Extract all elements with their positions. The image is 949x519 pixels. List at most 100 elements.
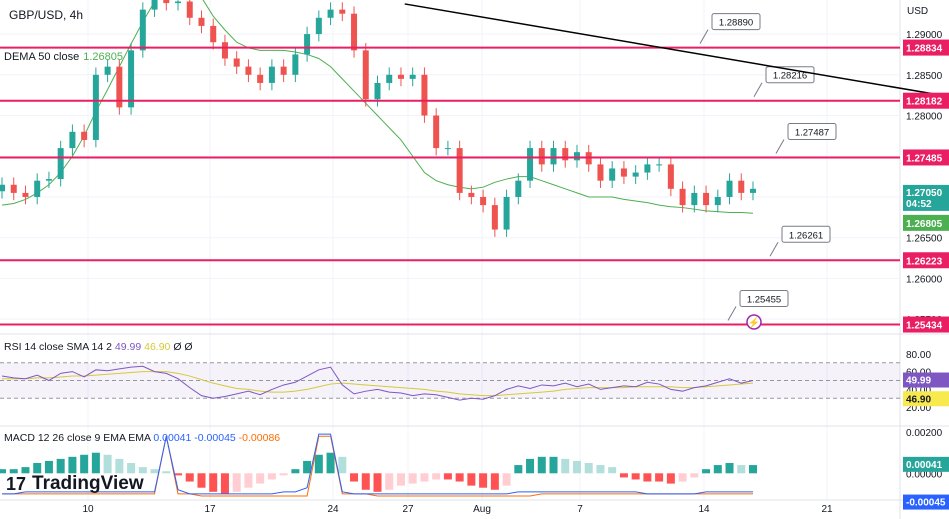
x-tick-label: 14 xyxy=(698,504,710,515)
candle-body xyxy=(703,192,710,206)
macd-histogram-bar xyxy=(373,473,382,492)
macd-histogram-bar xyxy=(608,467,617,474)
level-price-tag-text: 1.26223 xyxy=(906,256,943,267)
tradingview-wordmark: TradingView xyxy=(32,473,144,494)
macd-histogram-bar xyxy=(138,467,147,474)
callout-pointer xyxy=(753,82,763,97)
macd-histogram-bar xyxy=(162,471,171,474)
tradingview-logo: 17 TradingView xyxy=(6,473,144,495)
macd-histogram-bar xyxy=(0,469,6,474)
price-callout-box xyxy=(765,66,815,84)
candle-body xyxy=(421,74,428,116)
candle-body xyxy=(679,188,686,206)
macd-histogram-bar xyxy=(467,473,476,486)
macd-tick-label: 0.00200 xyxy=(906,428,943,439)
price-callout-text: 1.25455 xyxy=(747,295,781,306)
candle-body xyxy=(221,42,228,59)
dema-label: DEMA 50 close xyxy=(4,51,80,63)
current-price-text: 1.27050 xyxy=(906,188,943,199)
macd-histogram-bar xyxy=(666,473,675,484)
level-price-tag-text: 1.28182 xyxy=(906,97,943,108)
candle-body xyxy=(609,168,616,181)
candle-body xyxy=(374,82,381,100)
macd-histogram-bar xyxy=(56,458,65,474)
macd-histogram-bar xyxy=(479,473,488,488)
macd-histogram-bar xyxy=(619,473,628,478)
candle-body xyxy=(691,192,698,206)
candle-body xyxy=(456,148,463,193)
macd-signal-line xyxy=(2,435,753,497)
macd-label: MACD 12 26 close 9 EMA EMA xyxy=(4,432,151,444)
candle-body xyxy=(550,148,557,165)
macd-hist-tag xyxy=(903,456,949,472)
dema-line xyxy=(1,0,754,214)
macd-histogram-bar xyxy=(631,473,640,480)
candle-body xyxy=(280,66,287,75)
candle-body xyxy=(81,131,88,140)
macd-histogram-bar xyxy=(303,460,312,474)
macd-histogram-bar xyxy=(220,473,229,494)
macd-histogram-bar xyxy=(385,473,394,490)
dema-value: 1.26805 xyxy=(83,51,123,63)
candle-body xyxy=(515,180,522,197)
rsi-value-tag xyxy=(903,372,949,388)
macd-histogram-bar xyxy=(561,458,570,474)
macd-histogram-bar xyxy=(678,473,687,482)
y-tick-label: 1.28500 xyxy=(906,71,943,82)
macd-histogram-bar xyxy=(584,463,593,474)
candle-body xyxy=(644,164,651,173)
price-callout-box xyxy=(787,122,837,140)
candle-body xyxy=(69,131,76,149)
rsi-legend[interactable]: RSI 14 close SMA 14 2 49.99 46.90 Ø Ø xyxy=(4,341,193,353)
level-price-tag xyxy=(903,149,949,166)
level-price-tag-text: 1.27485 xyxy=(906,153,943,164)
macd-histogram-bar xyxy=(244,473,253,488)
candle-body xyxy=(667,164,674,189)
macd-histogram-bar xyxy=(103,454,112,474)
alert-lightning-icon xyxy=(746,314,762,330)
macd-histogram-bar xyxy=(396,473,405,486)
candle-body xyxy=(315,17,322,35)
alert-lightning-glyph: ⚡ xyxy=(748,316,760,329)
candle-body xyxy=(92,74,99,140)
candle-body xyxy=(738,180,745,193)
macd-histogram-bar xyxy=(44,460,53,474)
candle-body xyxy=(175,1,182,4)
macd-histogram-bar xyxy=(197,473,206,488)
macd-legend[interactable]: MACD 12 26 close 9 EMA EMA 0.00041 -0.00… xyxy=(4,432,280,444)
macd-line-tag xyxy=(903,494,949,510)
macd-line xyxy=(2,433,753,495)
candle-body xyxy=(562,148,569,161)
y-tick-label: 1.26500 xyxy=(906,234,943,245)
candle-body xyxy=(538,148,545,165)
candle-body xyxy=(362,50,369,100)
macd-histogram-bar xyxy=(526,458,535,474)
rsi-sma-tag xyxy=(903,391,949,407)
candle-body xyxy=(409,74,416,79)
candle-body xyxy=(386,74,393,83)
x-tick-label: 10 xyxy=(82,504,94,515)
candle-body xyxy=(714,196,721,206)
macd-histogram-bar xyxy=(655,473,664,482)
candle-body xyxy=(304,34,311,55)
symbol-title[interactable]: GBP/USD, 4h xyxy=(9,8,84,22)
dema-legend[interactable]: DEMA 50 close 1.26805 xyxy=(4,51,123,63)
macd-histogram-bar xyxy=(279,473,288,476)
candle-body xyxy=(268,66,275,83)
rsi-tick-label: 20.00 xyxy=(906,403,931,414)
candle-body xyxy=(45,179,52,181)
x-tick-label: 27 xyxy=(402,504,414,515)
candle-body xyxy=(503,196,510,230)
macd-histogram-bar xyxy=(737,465,746,474)
level-price-tag xyxy=(903,316,949,333)
x-tick-label: Aug xyxy=(473,504,491,515)
macd-histogram-bar xyxy=(502,473,511,486)
candle-body xyxy=(491,205,498,230)
dema-price-tag-text: 1.26805 xyxy=(906,219,943,230)
candle-body xyxy=(620,168,627,177)
rsi-sma-line xyxy=(2,371,754,397)
macd-histogram-bar xyxy=(267,473,276,480)
currency-label: USD xyxy=(907,6,929,17)
macd-histogram-bar xyxy=(572,460,581,474)
